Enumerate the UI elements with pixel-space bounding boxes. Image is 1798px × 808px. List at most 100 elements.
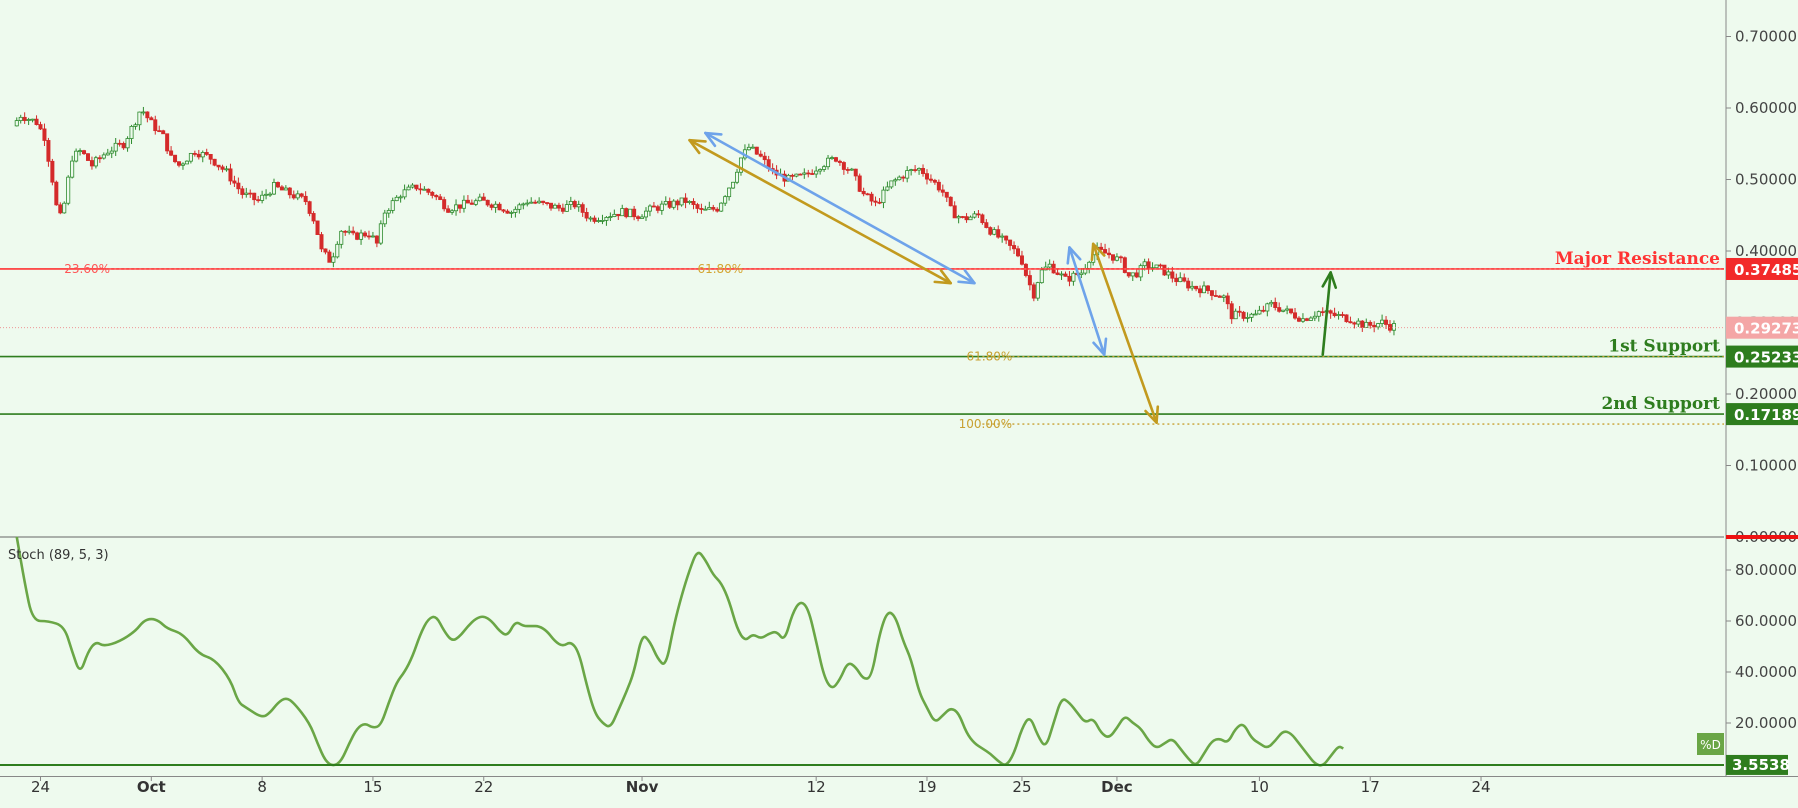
candle-body — [188, 153, 193, 162]
candle-body — [754, 146, 759, 155]
candle-body — [1023, 263, 1028, 276]
candle-body — [457, 204, 462, 209]
candle-body — [738, 157, 743, 173]
level-tag-2-text: 0.25233 — [1734, 349, 1798, 367]
arrow-head — [1066, 246, 1082, 265]
candle-body — [1142, 261, 1147, 267]
candle-body — [145, 111, 150, 119]
candle-body — [244, 192, 249, 195]
candle-body — [299, 193, 304, 197]
x-tick-label-4: 15 — [363, 778, 382, 796]
candle-body — [1289, 308, 1294, 314]
candle-body — [434, 195, 439, 198]
candle-body — [651, 205, 656, 208]
candle-body — [1182, 277, 1187, 282]
candle-body — [1000, 235, 1005, 238]
candle-body — [315, 220, 320, 235]
candle-body — [509, 212, 514, 214]
candle-body — [822, 166, 827, 170]
x-tick-label-3: 8 — [257, 778, 267, 796]
candle-body — [1328, 310, 1333, 314]
candle-body — [972, 213, 977, 218]
candle-body — [735, 171, 740, 183]
candle-body — [861, 190, 866, 195]
candle-body — [196, 153, 201, 158]
candle-body — [402, 189, 407, 198]
candle-body — [1312, 315, 1317, 319]
candle-body — [398, 196, 403, 199]
candle-body — [295, 193, 300, 199]
candle-body — [1364, 321, 1369, 328]
candle-body — [355, 232, 360, 240]
candle-body — [34, 118, 39, 125]
candle-body — [414, 184, 419, 190]
candle-body — [1178, 277, 1183, 283]
candle-body — [1261, 309, 1266, 312]
stochastic-level-tag: 3.5538 — [1726, 754, 1790, 775]
candle-body — [1336, 314, 1341, 317]
candle-body — [1162, 264, 1167, 276]
candle-body — [454, 204, 459, 212]
candle-body — [968, 216, 973, 221]
candle-body — [564, 204, 569, 212]
candle-body — [549, 202, 554, 209]
candle-body — [584, 212, 589, 219]
candle-body — [204, 152, 209, 155]
candle-body — [683, 197, 688, 203]
candle-body — [85, 153, 90, 161]
candle-body — [1285, 308, 1290, 311]
price-pane: 23.60% 61.80% 61.80% 100.00% Major Resistanc… — [0, 106, 1724, 431]
candle-body — [165, 133, 170, 152]
arrow-5 — [1321, 271, 1338, 356]
candle-body — [1103, 249, 1108, 254]
candle-body — [1035, 282, 1040, 299]
candle-body — [913, 169, 918, 171]
arrow-head — [1321, 271, 1338, 289]
candle-body — [212, 158, 217, 166]
candle-body — [1384, 319, 1389, 325]
candle-body — [980, 214, 985, 224]
level-name-2: 1st Support — [1608, 337, 1720, 357]
candle-body — [580, 204, 585, 213]
candle-body — [758, 153, 763, 157]
candle-body — [924, 173, 929, 180]
stoch-y-tick-label-4: 20.0000 — [1735, 714, 1797, 732]
candle-body — [1281, 309, 1286, 312]
candle-body — [319, 234, 324, 250]
candle-body — [149, 117, 154, 121]
candle-body — [252, 192, 257, 201]
candle-body — [339, 230, 344, 245]
candle-body — [465, 199, 470, 204]
candle-body — [517, 204, 522, 210]
candle-body — [1209, 290, 1214, 296]
candle-body — [1241, 311, 1246, 319]
candle-body — [1154, 264, 1159, 269]
fib-label-2: 61.80% — [697, 262, 743, 276]
candle-body — [1300, 318, 1305, 322]
candle-body — [1253, 313, 1258, 316]
arrow-2 — [704, 131, 976, 285]
candle-body — [275, 182, 280, 188]
candle-body — [430, 191, 435, 196]
candle-body — [596, 220, 601, 222]
candle-body — [1186, 280, 1191, 289]
candle-body — [109, 150, 114, 154]
fib-label-1: 23.60% — [64, 262, 110, 276]
candle-body — [58, 204, 63, 214]
candle-body — [521, 203, 526, 206]
candle-body — [1031, 284, 1036, 299]
price-y-tick-label-3: 0.50000 — [1735, 171, 1797, 189]
candle-body — [1004, 235, 1009, 241]
candle-body — [1388, 324, 1393, 331]
stochastic-level-tag-box — [1726, 754, 1788, 775]
candle-body — [612, 213, 617, 217]
level-tag-3: 0.17189 — [1726, 403, 1798, 426]
candle-body — [841, 162, 846, 170]
candle-body — [1190, 285, 1195, 289]
candle-body — [529, 201, 534, 204]
candle-body — [70, 160, 75, 178]
candle-body — [956, 216, 961, 219]
candle-body — [366, 235, 371, 238]
